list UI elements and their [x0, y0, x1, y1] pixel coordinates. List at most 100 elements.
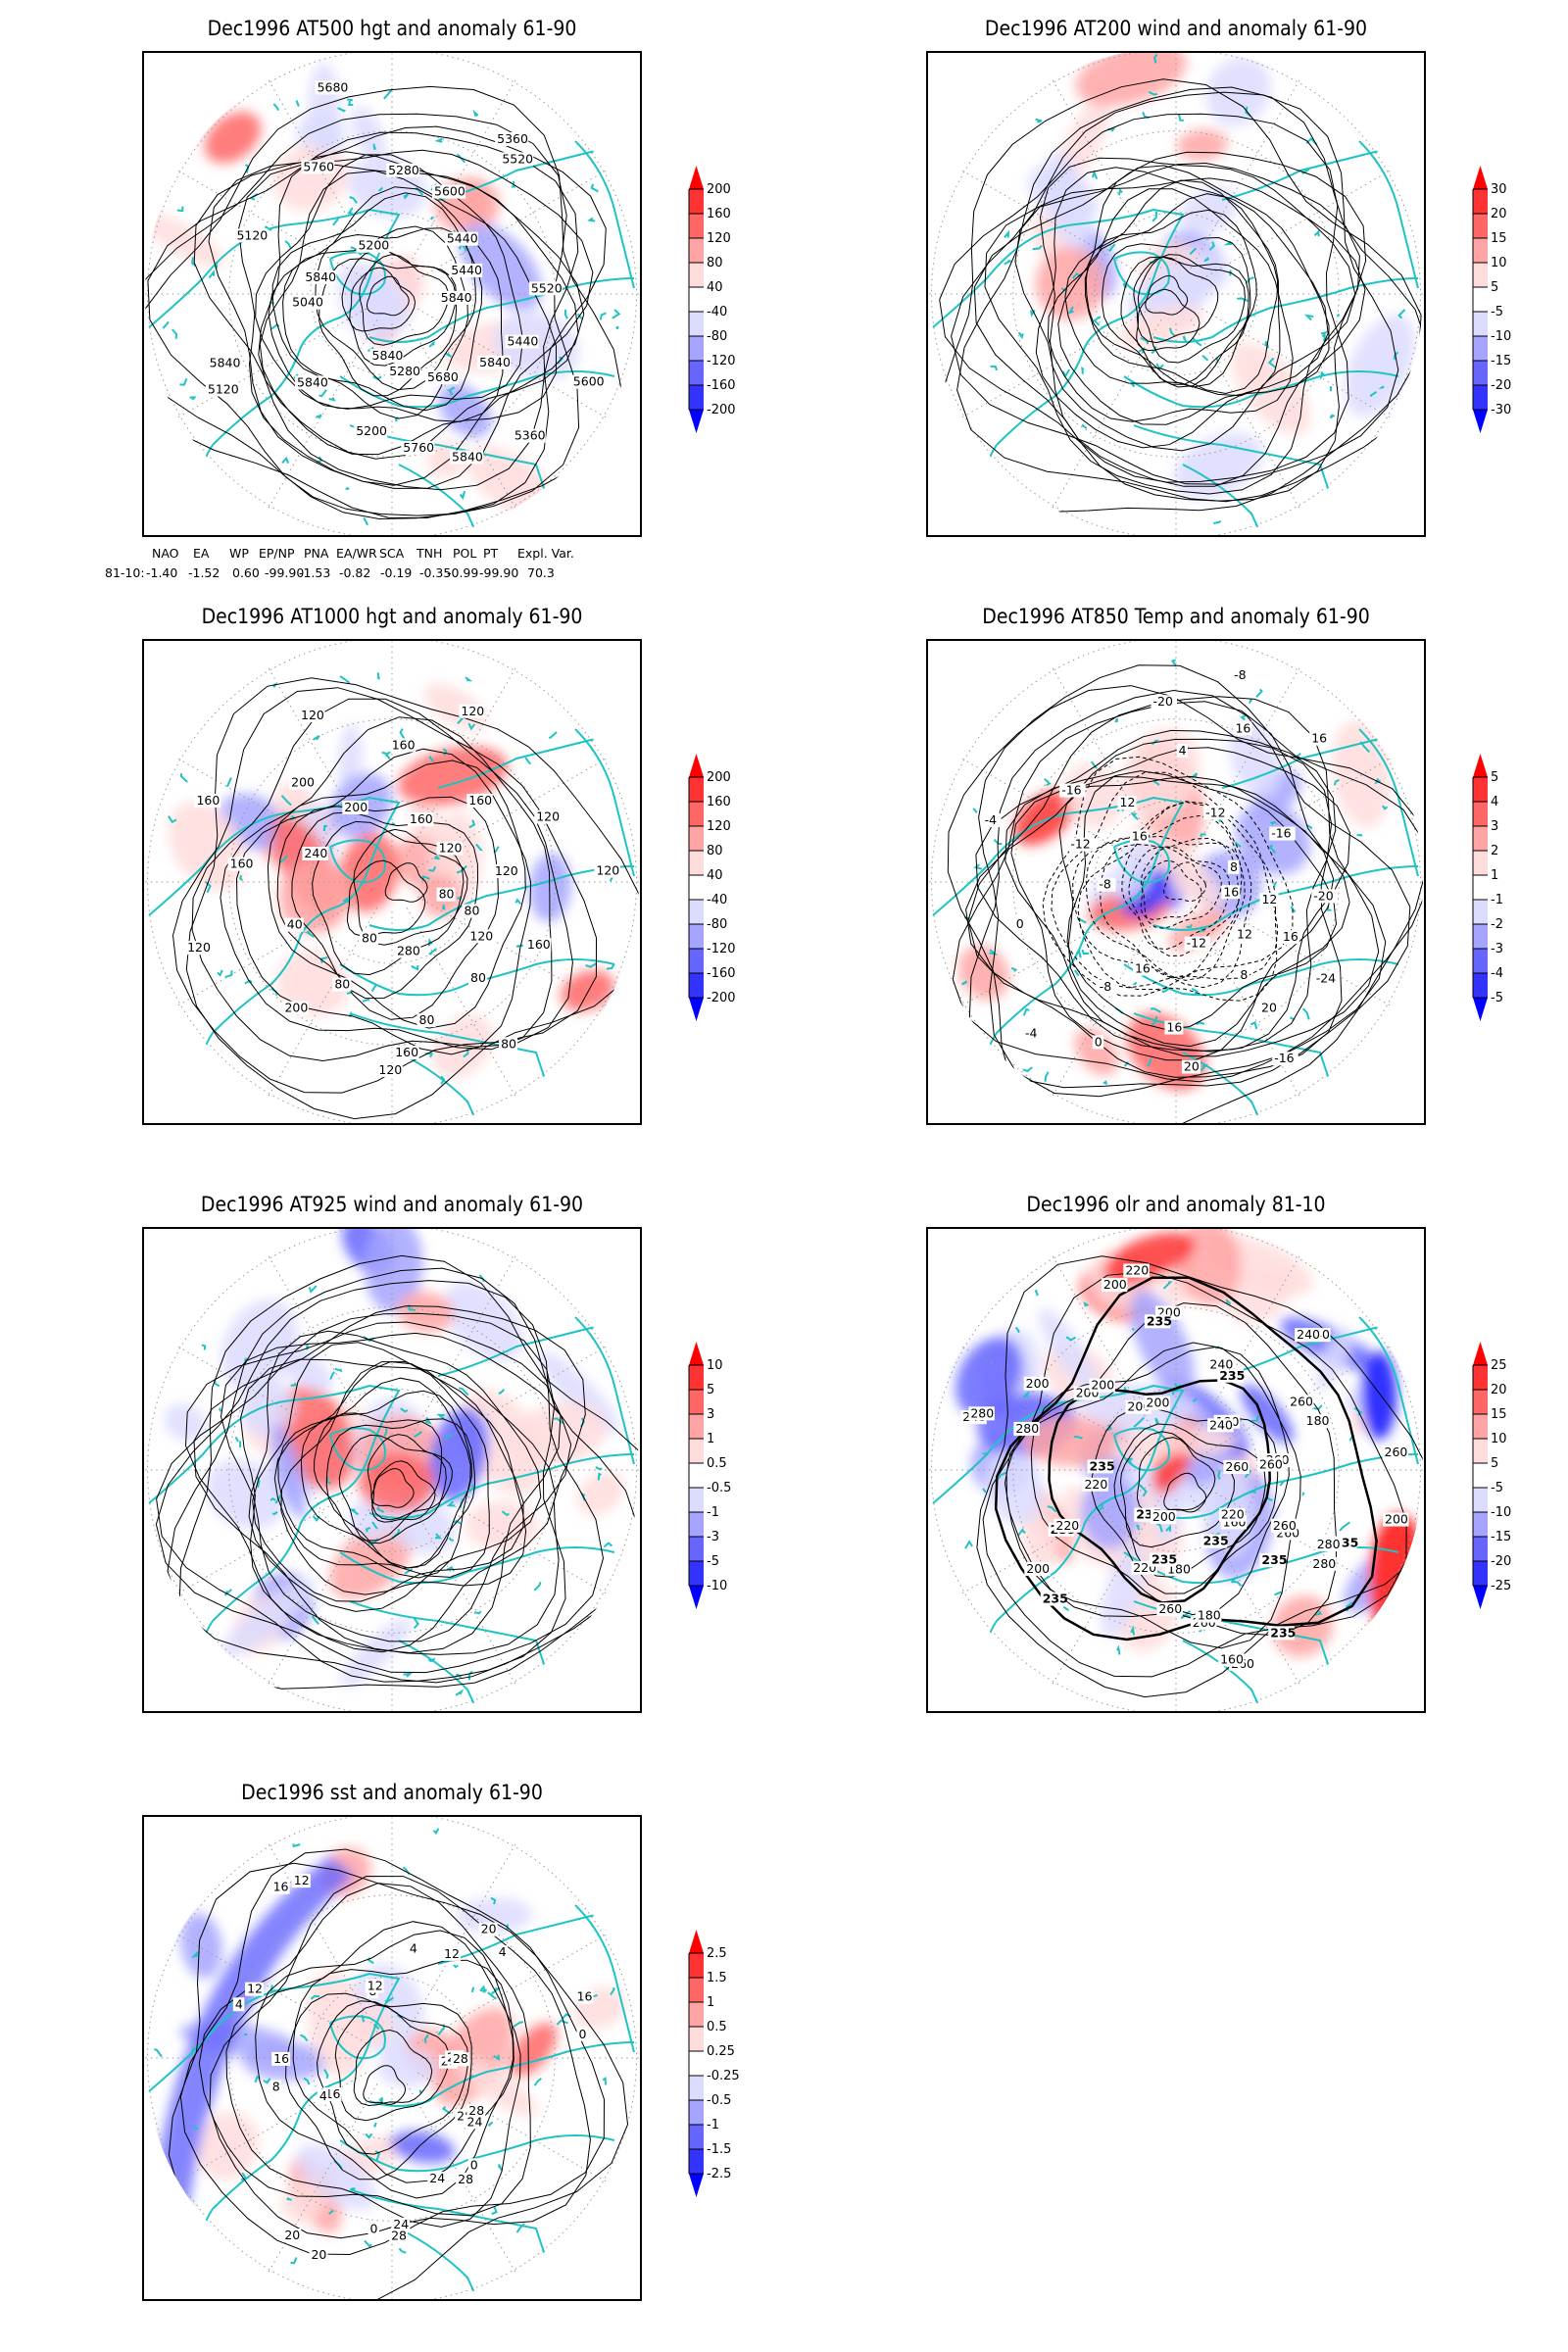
colorbar-at850: 5 4 3 2 1 -1 -2 -3 -4 -5 — [1470, 753, 1558, 1047]
anomaly-blob — [510, 2022, 558, 2077]
contour-label: 16 — [1311, 731, 1327, 746]
contour-label: 0 — [370, 2221, 378, 2235]
contour-line — [1140, 846, 1222, 929]
contour-line — [1128, 846, 1231, 951]
coastline — [1290, 906, 1297, 913]
coastline — [1165, 1524, 1171, 1532]
contour-label: 200 — [284, 1001, 308, 1015]
contour-label: 235 — [1219, 1368, 1245, 1383]
contour-label: 5840 — [210, 355, 241, 369]
coastline — [441, 904, 446, 910]
coastline — [964, 1540, 974, 1549]
colorbar-band — [1473, 875, 1488, 900]
coastline — [1177, 114, 1184, 122]
coastline — [487, 2121, 494, 2127]
panel-title-at200: Dec1996 AT200 wind and anomaly 61-90 — [984, 17, 1368, 40]
colorbar-band — [1473, 361, 1488, 385]
contour-line — [1010, 775, 1335, 1061]
contour-label-bg — [499, 1037, 518, 1052]
contour-label: 280 — [1317, 1537, 1341, 1551]
idx-value-pna: -1.53 — [299, 565, 331, 580]
coastline — [1097, 1504, 1103, 1512]
contour-label-bg — [1200, 1534, 1228, 1548]
contour-label: 280 — [1312, 1556, 1336, 1571]
colorbar-band — [1473, 900, 1488, 924]
contour-label-bg — [1040, 1592, 1067, 1606]
anomaly-blob — [1228, 719, 1281, 798]
coastline — [280, 795, 292, 807]
contour-label-bg — [401, 441, 435, 456]
coastline — [339, 2134, 615, 2173]
colorbar-tick-label: -3 — [1491, 942, 1503, 956]
contour-label: 16 — [1166, 1020, 1182, 1035]
colorbar-arrow-top — [1473, 1342, 1488, 1365]
streamline — [1133, 256, 1219, 344]
colorbar-band — [689, 287, 704, 312]
colorbar-arrow-bottom — [689, 1586, 704, 1609]
coastline — [189, 396, 197, 401]
contour-label-bg — [1164, 1020, 1184, 1035]
contour-label: 12 — [444, 1946, 460, 1961]
contour-label-bg — [436, 841, 464, 856]
coastline — [990, 365, 998, 371]
coastline — [455, 1689, 465, 1696]
contour-line — [334, 2004, 450, 2122]
coastline — [381, 751, 391, 760]
contour-line — [968, 689, 1411, 1089]
coastline — [270, 1497, 276, 1501]
contour-label-bg — [505, 334, 539, 349]
coastline — [1374, 777, 1381, 785]
coastline — [1117, 187, 1123, 196]
contour-label: 80 — [470, 970, 486, 985]
contour-line — [1030, 1346, 1290, 1616]
streamline — [220, 1332, 572, 1642]
coastline — [148, 208, 401, 514]
coastline — [1017, 1528, 1026, 1537]
contour-label: 80 — [362, 930, 377, 945]
coastline — [1378, 385, 1385, 389]
contour-label: 160 — [410, 811, 433, 826]
contour-label: 5040 — [292, 295, 323, 310]
idx-header-epnp: EP/NP — [259, 546, 295, 561]
idx-header-sca: SCA — [379, 546, 405, 561]
coastline — [1358, 728, 1419, 877]
streamline — [167, 1267, 639, 1684]
contour-label-bg — [1288, 1395, 1314, 1409]
contour-label-bg — [1223, 1459, 1250, 1474]
coastline — [1044, 777, 1052, 787]
contour-line — [359, 254, 450, 346]
colorbar-tick-label: 160 — [707, 207, 731, 221]
colorbar-band — [1473, 1512, 1488, 1537]
contour-line — [363, 2065, 407, 2105]
colorbar-tick-label: 4 — [1491, 795, 1498, 809]
contour-label: 5280 — [388, 163, 419, 177]
coastline — [1081, 366, 1085, 374]
contour-label-bg — [386, 163, 420, 177]
coastline — [479, 1984, 486, 1993]
colorbar-tick-label: 0.5 — [707, 2020, 727, 2034]
colorbar-band — [1473, 949, 1488, 973]
colorbar-band — [1473, 973, 1488, 998]
colorbar-tick-label: -1 — [707, 1505, 719, 1520]
coastline — [1201, 355, 1209, 362]
contour-line — [172, 687, 598, 1094]
coastline — [432, 1449, 437, 1455]
anomaly-blob — [240, 1380, 296, 1437]
colorbar-tick-label: -20 — [1491, 1554, 1511, 1569]
colorbar-arrow-bottom — [689, 410, 704, 433]
contour-label: 220 — [1055, 1518, 1079, 1533]
colorbar-band — [689, 1365, 704, 1390]
coastline — [982, 1488, 987, 1494]
streamline — [951, 91, 1399, 485]
coastline — [328, 2209, 334, 2215]
colorbar-tick-label: 3 — [1491, 819, 1498, 834]
colorbar-tick-label: -25 — [1491, 1579, 1511, 1593]
contour-label: -12 — [1205, 805, 1225, 819]
colorbar-tick-label: 15 — [1491, 1407, 1507, 1422]
contour-label: -8 — [1234, 667, 1247, 682]
anomaly-blob — [1315, 1327, 1353, 1391]
coastline — [385, 751, 392, 758]
idx-row-label: 81-10: — [105, 565, 145, 580]
colorbar-tick-label: -30 — [1491, 403, 1511, 417]
contour-label-bg — [1280, 930, 1299, 945]
